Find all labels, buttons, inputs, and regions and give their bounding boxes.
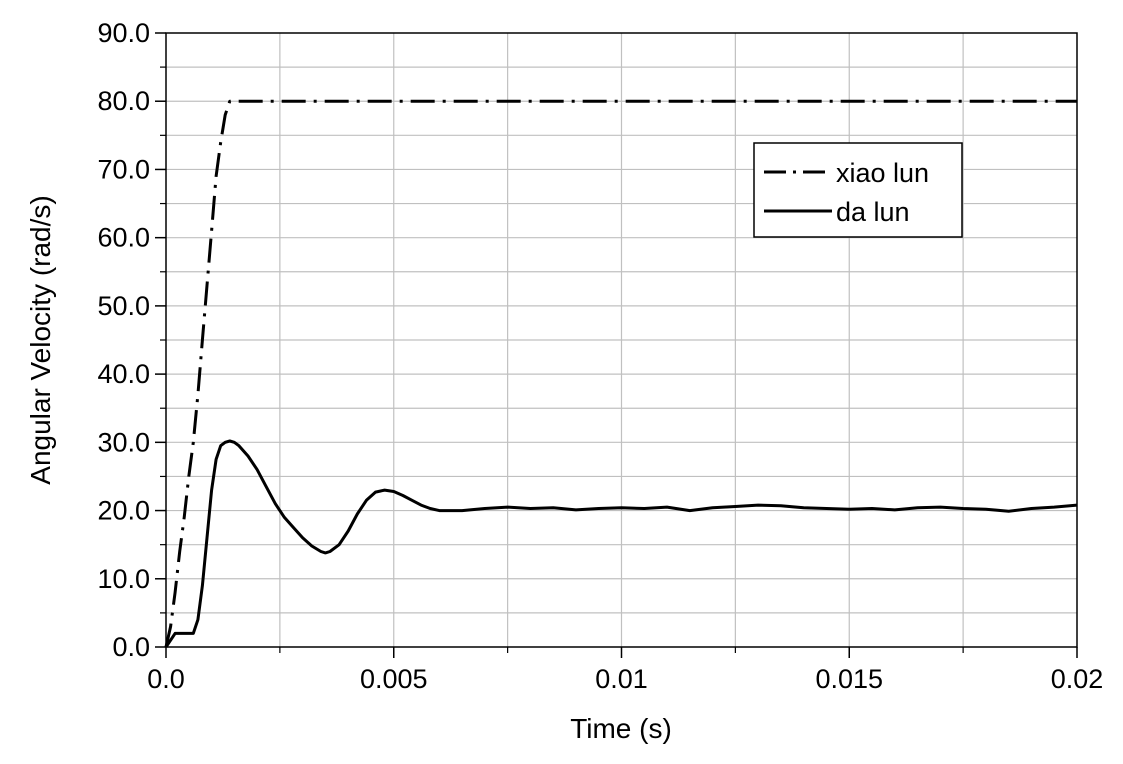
x-tick-label: 0.0 [147,664,185,694]
y-tick-label: 30.0 [97,427,150,457]
y-tick-label: 50.0 [97,291,150,321]
x-tick-label: 0.015 [815,664,883,694]
series-line-da-lun [164,439,1078,648]
y-tick-label: 20.0 [97,496,150,526]
legend: xiao lun da lun [753,142,963,238]
y-tick-label: 90.0 [97,18,150,48]
y-tick-label: 40.0 [97,359,150,389]
minor-ticks [155,32,1078,658]
legend-label-da-lun: da lun [836,197,910,227]
y-tick-label: 60.0 [97,223,150,253]
y-tick-label: 10.0 [97,564,150,594]
x-axis-title: Time (s) [570,713,672,744]
series-line-xiao-lun [164,99,1077,648]
y-tick-label: 80.0 [97,86,150,116]
y-axis-title: Angular Velocity (rad/s) [25,195,56,484]
legend-box [753,142,963,238]
x-tick-label: 0.005 [360,664,428,694]
y-tick-label: 0.0 [112,632,150,662]
x-tick-labels: 0.0 0.005 0.01 0.015 0.02 [147,664,1103,694]
series-layer [164,99,1078,648]
x-tick-label: 0.02 [1051,664,1104,694]
y-tick-label: 70.0 [97,154,150,184]
y-tick-labels: 0.0 10.0 20.0 30.0 40.0 50.0 60.0 70.0 80.0 90.0 [97,18,150,662]
legend-label-xiao-lun: xiao lun [836,158,929,188]
plot-frame [165,32,1078,648]
x-tick-label: 0.01 [595,664,648,694]
